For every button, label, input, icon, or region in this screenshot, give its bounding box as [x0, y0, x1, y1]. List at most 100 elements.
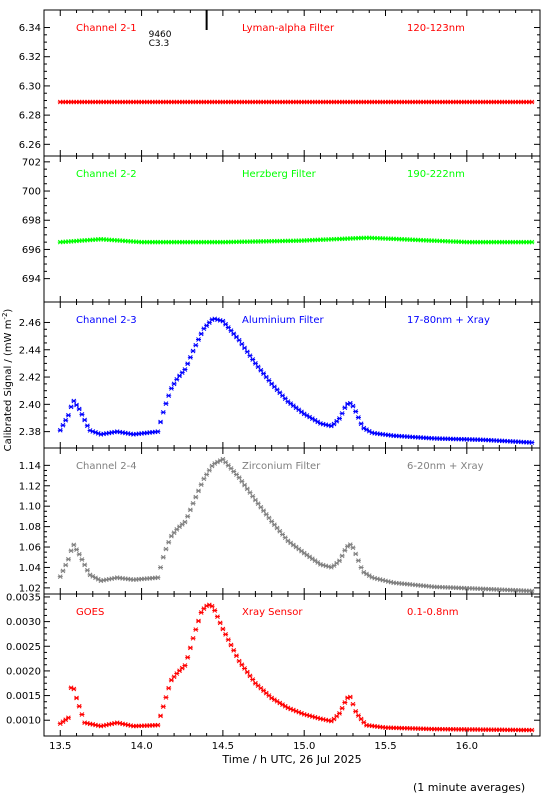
x-tick-label: 14.5 [212, 741, 234, 752]
data-point [68, 404, 74, 410]
data-series [57, 456, 535, 594]
filter-label: Zirconium Filter [242, 461, 321, 472]
data-point [160, 704, 166, 710]
data-point [355, 558, 361, 564]
data-point [263, 512, 269, 517]
flare-annotation-text: C3.3 [149, 39, 170, 49]
data-point [358, 716, 364, 722]
y-tick-label: 702 [22, 157, 41, 168]
data-point [158, 713, 164, 719]
y-tick-label: 2.46 [19, 318, 41, 329]
data-point [233, 653, 239, 659]
y-tick-label: 1.08 [19, 522, 41, 533]
x-tick-label: 15.5 [374, 741, 396, 752]
data-point [84, 567, 90, 573]
data-point [63, 717, 69, 723]
data-point [190, 635, 196, 641]
data-point [63, 562, 69, 568]
data-point [247, 490, 253, 495]
filter-label: Aluminium Filter [242, 315, 325, 326]
y-tick-label: 1.12 [19, 481, 41, 492]
data-point [231, 648, 237, 653]
data-point [57, 721, 63, 727]
data-point [358, 421, 364, 427]
data-point [258, 504, 264, 510]
wavelength-label: 6-20nm + Xray [407, 461, 484, 472]
filter-label: Xray Sensor [242, 607, 303, 618]
data-point [201, 476, 207, 482]
data-point [342, 547, 348, 553]
y-axis-label-close: ) [3, 309, 14, 313]
data-point [155, 575, 161, 581]
data-point [258, 367, 264, 373]
y-tick-label: 2.44 [19, 345, 41, 356]
data-point [193, 342, 199, 348]
data-point [60, 719, 66, 725]
data-point [68, 548, 74, 554]
data-point [529, 239, 535, 245]
data-point [250, 677, 256, 682]
data-point [336, 711, 342, 716]
data-point [261, 371, 267, 376]
data-point [304, 552, 310, 558]
data-point [336, 416, 342, 421]
x-tick-label: 13.5 [49, 741, 71, 752]
data-point [168, 533, 174, 539]
data-point [529, 440, 535, 445]
data-series [57, 99, 535, 105]
data-point [163, 695, 169, 700]
data-point [220, 626, 226, 632]
flare-annotation-text: 9460 [149, 30, 172, 40]
data-point [223, 631, 229, 637]
data-point [339, 411, 345, 416]
data-point [252, 497, 258, 503]
data-point [71, 398, 77, 404]
y-tick-label: 698 [22, 216, 41, 227]
data-point [63, 417, 69, 423]
wavelength-label: 17-80nm + Xray [407, 315, 490, 326]
data-point [160, 409, 166, 415]
data-point [263, 374, 269, 380]
channel-label: GOES [76, 607, 104, 618]
data-point [155, 722, 161, 728]
data-point [60, 422, 66, 428]
data-point [529, 588, 535, 594]
data-point [179, 370, 185, 376]
y-tick-label: 1.02 [19, 583, 41, 594]
data-point [198, 331, 204, 337]
data-point [244, 669, 250, 675]
data-point [239, 341, 245, 347]
data-point [195, 337, 201, 342]
x-axis-label: Time / h UTC, 26 Jul 2025 [221, 753, 361, 766]
data-point [347, 694, 353, 700]
y-tick-label: 2.38 [19, 427, 41, 438]
wavelength-label: 190-222nm [407, 169, 465, 180]
data-point [269, 519, 275, 524]
data-point [220, 318, 226, 324]
y-tick-label: 0.0010 [6, 716, 41, 727]
data-point [244, 349, 250, 355]
data-point [163, 546, 169, 552]
data-point [158, 565, 164, 570]
data-point [353, 409, 359, 414]
data-point [193, 494, 199, 500]
data-point [166, 393, 172, 399]
data-point [336, 558, 342, 564]
y-axis-label-main: Calibrated Signal / (mW m [3, 320, 14, 452]
data-point [65, 412, 71, 418]
y-tick-label: 0.0025 [6, 642, 41, 653]
data-point [271, 522, 277, 528]
panel-4: 1.02 1.04 1.06 1.08 1.10 1.12 1.14 Channel 2-4 Z… [19, 447, 541, 595]
y-tick-label: 6.30 [19, 81, 41, 92]
y-axis-label-exponent: -2 [1, 313, 9, 320]
data-point [309, 556, 315, 562]
x-tick-label: 14.0 [130, 741, 152, 752]
filter-label: Lyman-alpha Filter [242, 23, 335, 34]
channel-label: Channel 2-2 [76, 169, 137, 180]
y-tick-label: 700 [22, 187, 41, 198]
data-point [225, 325, 231, 330]
y-tick-label: 0.0035 [6, 592, 41, 603]
data-point [217, 620, 223, 626]
data-point [247, 353, 253, 359]
data-point [60, 568, 66, 574]
